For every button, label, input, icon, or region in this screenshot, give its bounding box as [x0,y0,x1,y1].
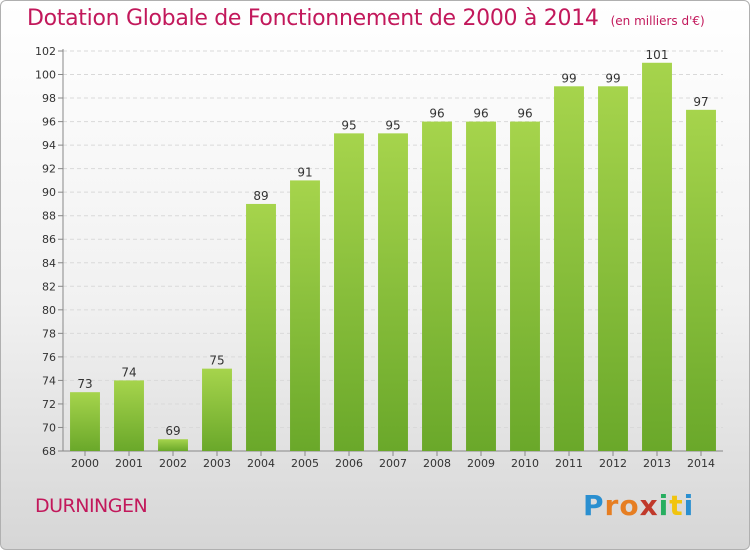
y-tick-label: 92 [42,163,56,176]
bar-value-label: 101 [646,48,669,62]
bar-value-label: 91 [297,165,312,179]
x-tick-label: 2009 [467,457,495,470]
bar [554,86,584,451]
proxiti-logo[interactable]: Proxiti [583,489,694,522]
bar-value-label: 69 [165,424,180,438]
x-tick-label: 2012 [599,457,627,470]
bar-value-label: 96 [473,107,488,121]
bar-value-label: 73 [77,377,92,391]
y-tick-label: 68 [42,445,56,458]
logo-letter: P [583,489,605,522]
bar [510,121,540,452]
y-tick-label: 70 [42,421,56,434]
y-tick-label: 88 [42,210,56,223]
y-tick-label: 76 [42,351,56,364]
x-tick-label: 2013 [643,457,671,470]
bar-value-label: 95 [341,118,356,132]
y-tick-label: 100 [35,69,56,82]
bar-value-label: 96 [517,107,532,121]
logo-letter: x [639,489,659,522]
y-tick-label: 80 [42,304,56,317]
bar [422,121,452,452]
y-tick-label: 86 [42,233,56,246]
x-tick-label: 2010 [511,457,539,470]
bar [466,121,496,452]
bar-value-label: 99 [561,71,576,85]
x-tick-label: 2011 [555,457,583,470]
y-tick-label: 96 [42,116,56,129]
bars [70,62,716,452]
labels: 73 2000 74 2001 69 2002 75 2003 89 2004 91 2005 95 20… [71,48,715,470]
chart-title-main: Dotation Globale de Fonctionnement de 20… [27,6,599,31]
x-tick-label: 2007 [379,457,407,470]
y-tick-label: 94 [42,139,56,152]
y-tick-label: 84 [42,257,56,270]
bar [686,109,716,451]
logo-letter: r [604,489,620,522]
x-tick-label: 2014 [687,457,715,470]
y-tick-label: 78 [42,327,56,340]
x-tick-label: 2008 [423,457,451,470]
x-tick-label: 2005 [291,457,319,470]
bar-value-label: 75 [209,354,224,368]
bar [246,203,276,451]
bar [334,133,364,451]
chart-title: Dotation Globale de Fonctionnement de 20… [27,6,705,31]
x-tick-label: 2000 [71,457,99,470]
logo-letter: i [658,489,670,522]
bar [114,380,144,451]
bar [378,133,408,451]
bar [158,439,188,451]
bar-value-label: 89 [253,189,268,203]
bar-value-label: 74 [121,365,136,379]
y-tick-label: 90 [42,186,56,199]
x-tick-label: 2004 [247,457,275,470]
bar-value-label: 99 [605,71,620,85]
logo-letter: o [619,489,640,522]
commune-name: DURNINGEN [35,495,148,517]
y-tick-label: 102 [35,45,56,58]
y-tick-label: 82 [42,280,56,293]
bar [642,62,672,451]
x-tick-label: 2001 [115,457,143,470]
y-tick-label: 74 [42,374,56,387]
bar-value-label: 95 [385,118,400,132]
y-tick-label: 98 [42,92,56,105]
y-tick-label: 72 [42,398,56,411]
x-tick-label: 2006 [335,457,363,470]
x-tick-label: 2002 [159,457,187,470]
bar-value-label: 97 [693,95,708,109]
bar [290,180,320,452]
bar [70,392,100,451]
bar-value-label: 96 [429,107,444,121]
bar [202,368,232,451]
logo-letter: i [683,489,695,522]
x-tick-label: 2003 [203,457,231,470]
bar [598,86,628,451]
chart-unit-label: (en milliers d'€) [610,14,705,28]
logo-letter: t [669,489,684,522]
